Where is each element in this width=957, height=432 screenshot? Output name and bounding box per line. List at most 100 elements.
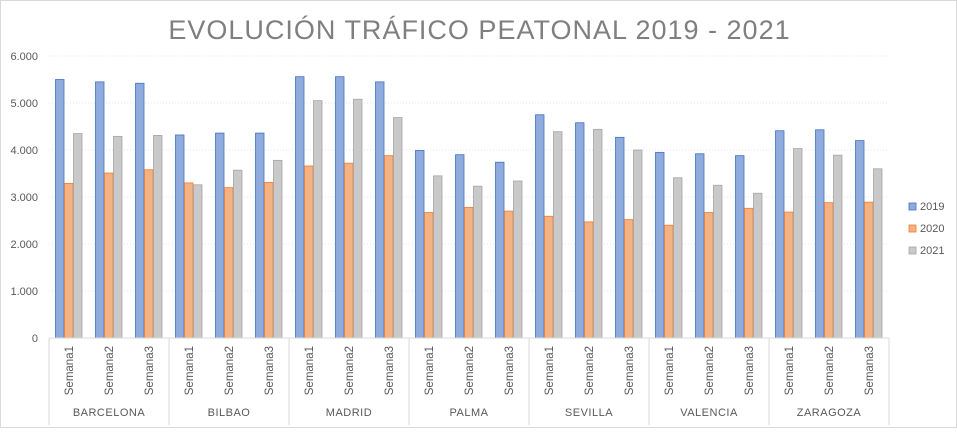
bar (264, 182, 274, 339)
x-tick-label: Semana1 (304, 346, 316, 395)
x-tick-label: Semana2 (344, 346, 356, 395)
bar (655, 151, 665, 339)
legend-label: 2021 (920, 245, 944, 257)
bar (455, 154, 465, 339)
bar (815, 129, 825, 339)
bar (495, 161, 505, 339)
bar (544, 215, 554, 339)
bar (673, 177, 683, 339)
bar (793, 148, 803, 339)
bar (593, 128, 603, 339)
legend-label: 2019 (920, 201, 944, 213)
bar (273, 159, 283, 339)
bar (335, 76, 345, 339)
x-tick-label: Semana3 (504, 346, 516, 395)
x-tick-label: Semana3 (264, 346, 276, 395)
group-label: PALMA (450, 407, 489, 419)
x-tick-label: Semana2 (464, 346, 476, 395)
group-label: ZARAGOZA (797, 407, 862, 419)
bar (304, 165, 314, 339)
bar (833, 154, 843, 339)
x-tick-label: Semana1 (664, 346, 676, 395)
x-tick-label: Semana2 (704, 346, 716, 395)
y-tick-label: 6.000 (10, 51, 38, 63)
bar (713, 184, 723, 339)
y-tick-label: 5.000 (10, 98, 38, 110)
bar (575, 122, 585, 339)
bar (873, 168, 883, 339)
x-tick-label: Semana1 (64, 346, 76, 395)
x-tick-label: Semana2 (104, 346, 116, 395)
bar (553, 131, 563, 339)
legend: 2019 2020 2021 (908, 201, 944, 257)
bar (95, 81, 105, 339)
x-tick-label: Semana3 (744, 346, 756, 395)
x-tick-label: Semana3 (384, 346, 396, 395)
bar (664, 224, 674, 339)
group-label: MADRID (326, 407, 372, 419)
x-tick-label: Semana2 (224, 346, 236, 395)
bar (193, 184, 203, 339)
bar (824, 202, 834, 339)
group-label: SEVILLA (565, 407, 613, 419)
bar (184, 182, 194, 339)
bars (55, 76, 883, 339)
bar (313, 100, 323, 339)
x-tick-label: Semana3 (144, 346, 156, 395)
group-label: VALENCIA (680, 407, 738, 419)
legend-swatch (908, 246, 917, 255)
bar (584, 221, 594, 339)
y-tick-label: 0 (32, 333, 38, 345)
x-axis: Semana1 Semana2 Semana3 BARCELONA Semana1 Sem… (48, 337, 890, 425)
bar (255, 132, 265, 339)
bar (753, 192, 763, 339)
bar (55, 79, 65, 339)
bar (735, 155, 745, 339)
bar (175, 134, 185, 339)
bar (113, 135, 123, 339)
bar (295, 76, 305, 339)
y-tick-label: 2.000 (10, 239, 38, 251)
bar (104, 172, 114, 339)
legend-swatch (908, 224, 917, 233)
bar (473, 185, 483, 339)
bar (855, 140, 865, 339)
bar (433, 175, 443, 339)
bar (784, 211, 794, 339)
group-label: BARCELONA (73, 407, 146, 419)
x-tick-label: Semana1 (544, 346, 556, 395)
bar (864, 201, 874, 339)
y-axis: 0 1.000 2.000 3.000 4.000 5.000 6.000 (10, 51, 38, 345)
legend-swatch (908, 202, 917, 211)
x-tick-label: Semana1 (184, 346, 196, 395)
bar (704, 212, 714, 339)
x-tick-label: Semana1 (424, 346, 436, 395)
bar (744, 207, 754, 339)
bar (344, 162, 354, 339)
bar (153, 135, 163, 339)
bar (233, 169, 243, 339)
bar (464, 206, 474, 339)
bar (375, 81, 385, 339)
bar (504, 210, 514, 339)
bar (215, 132, 225, 339)
bar (695, 153, 705, 339)
bar (633, 149, 643, 339)
x-tick-label: Semana2 (824, 346, 836, 395)
bar (353, 98, 363, 339)
x-tick-label: Semana3 (624, 346, 636, 395)
y-tick-label: 3.000 (10, 192, 38, 204)
bar (224, 187, 234, 339)
y-tick-label: 1.000 (10, 286, 38, 298)
x-tick-label: Semana3 (864, 346, 876, 395)
bar (64, 182, 74, 339)
bar (615, 136, 625, 339)
bar (624, 219, 634, 339)
y-tick-label: 4.000 (10, 145, 38, 157)
chart-title: EVOLUCIÓN TRÁFICO PEATONAL 2019 - 2021 (168, 15, 791, 45)
bar (513, 180, 523, 339)
group-label: BILBAO (208, 407, 251, 419)
bar (775, 130, 785, 339)
